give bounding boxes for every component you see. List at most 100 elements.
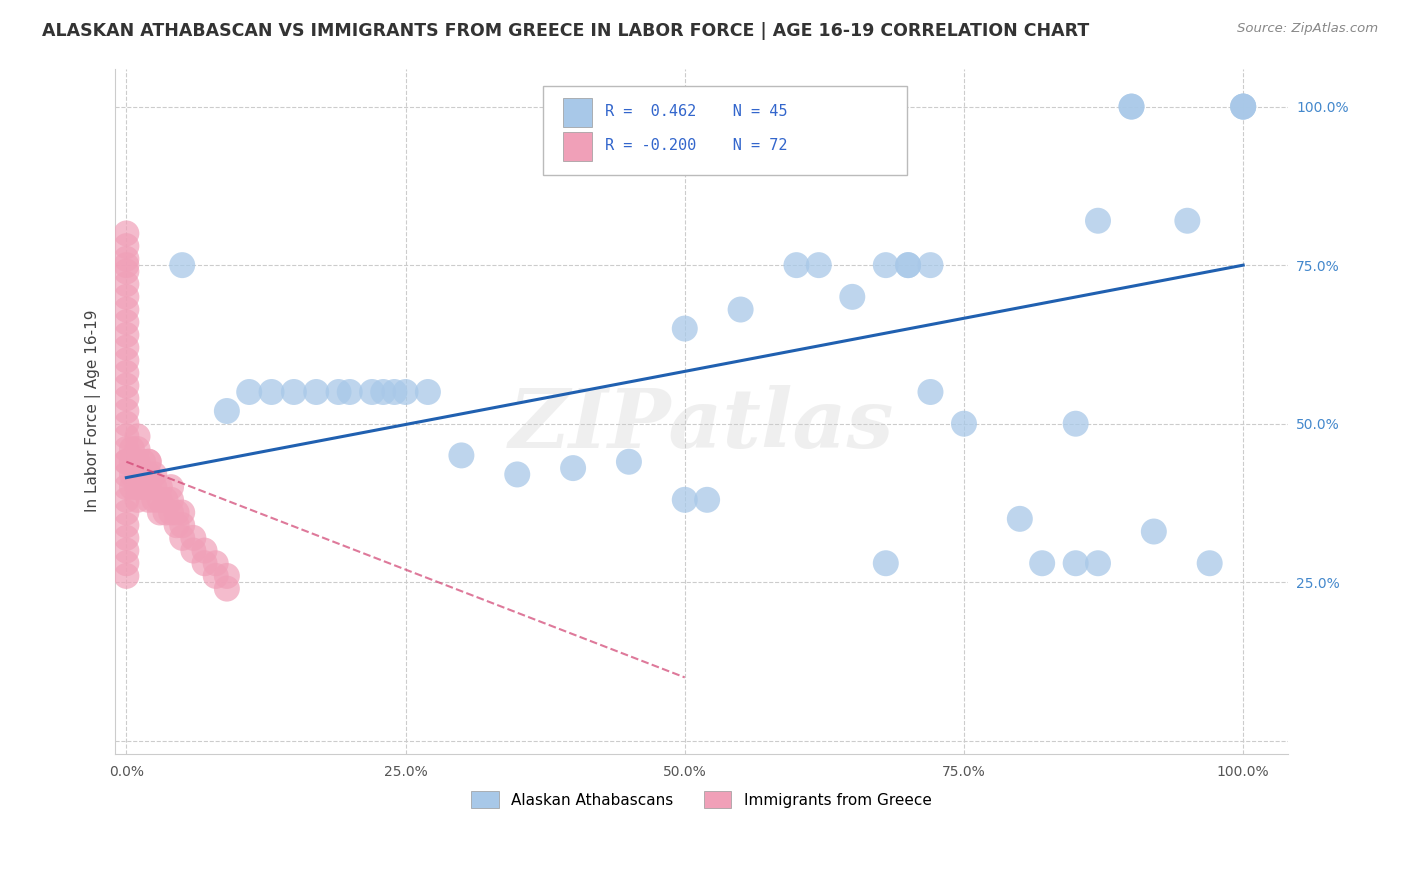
Bar (564, 132, 592, 161)
Point (841, 290, 863, 304)
Point (143, 467, 166, 482)
Point (115, 531, 138, 545)
FancyBboxPatch shape (543, 86, 907, 175)
Point (875, 556, 897, 570)
Point (155, 492, 177, 507)
Point (127, 492, 149, 507)
Text: ALASKAN ATHABASCAN VS IMMIGRANTS FROM GREECE IN LABOR FORCE | AGE 16-19 CORRELAT: ALASKAN ATHABASCAN VS IMMIGRANTS FROM GR… (42, 22, 1090, 40)
Point (193, 556, 215, 570)
Point (143, 492, 166, 507)
Point (897, 258, 920, 272)
Point (115, 455, 138, 469)
Point (115, 506, 138, 520)
Point (127, 455, 149, 469)
Point (115, 404, 138, 418)
Point (160, 506, 183, 520)
Point (121, 467, 143, 482)
Text: ZIPatlas: ZIPatlas (509, 384, 894, 465)
Point (1143, 524, 1166, 539)
Point (1008, 512, 1031, 526)
Point (127, 467, 149, 482)
Point (115, 290, 138, 304)
Point (115, 429, 138, 443)
Point (115, 442, 138, 456)
Point (115, 378, 138, 392)
Point (204, 556, 226, 570)
Point (283, 384, 305, 399)
Point (115, 252, 138, 266)
Point (215, 404, 238, 418)
Point (562, 461, 585, 475)
Point (730, 302, 752, 317)
Point (149, 480, 172, 494)
Point (1232, 99, 1254, 113)
Point (1031, 556, 1053, 570)
Point (115, 518, 138, 533)
Point (673, 321, 696, 335)
Point (384, 384, 406, 399)
Point (373, 384, 395, 399)
Point (339, 384, 361, 399)
Point (115, 302, 138, 317)
Point (115, 258, 138, 272)
Point (238, 384, 260, 399)
Point (138, 480, 160, 494)
Point (149, 492, 172, 507)
Point (183, 531, 205, 545)
Point (115, 366, 138, 380)
Point (1064, 417, 1087, 431)
Point (121, 455, 143, 469)
Point (897, 258, 920, 272)
Point (215, 582, 238, 596)
Text: R =  0.462    N = 45: R = 0.462 N = 45 (606, 104, 787, 120)
Point (1064, 556, 1087, 570)
Point (160, 492, 183, 507)
Point (115, 455, 138, 469)
Point (115, 492, 138, 507)
Point (149, 506, 172, 520)
Point (121, 480, 143, 494)
Point (920, 258, 942, 272)
Point (172, 518, 194, 533)
Point (138, 467, 160, 482)
Point (138, 455, 160, 469)
Point (696, 492, 718, 507)
Point (132, 467, 155, 482)
Point (172, 506, 194, 520)
Point (204, 569, 226, 583)
Point (1121, 99, 1143, 113)
Point (138, 492, 160, 507)
Point (506, 467, 529, 482)
Point (115, 264, 138, 278)
Point (115, 417, 138, 431)
Point (115, 341, 138, 355)
Point (785, 258, 807, 272)
Point (115, 239, 138, 253)
Text: Source: ZipAtlas.com: Source: ZipAtlas.com (1237, 22, 1378, 36)
Point (920, 384, 942, 399)
Point (416, 384, 439, 399)
Point (115, 353, 138, 368)
Point (1198, 556, 1220, 570)
Point (450, 449, 472, 463)
Point (328, 384, 350, 399)
Point (127, 442, 149, 456)
Point (115, 569, 138, 583)
Point (115, 543, 138, 558)
Y-axis label: In Labor Force | Age 16-19: In Labor Force | Age 16-19 (86, 310, 101, 512)
Point (617, 455, 640, 469)
Point (193, 543, 215, 558)
Point (155, 506, 177, 520)
Text: R = -0.200    N = 72: R = -0.200 N = 72 (606, 138, 787, 153)
Point (166, 506, 188, 520)
Point (132, 480, 155, 494)
Point (953, 417, 976, 431)
Point (361, 384, 384, 399)
Bar (564, 98, 592, 127)
Point (183, 543, 205, 558)
Point (121, 442, 143, 456)
Point (1087, 213, 1109, 227)
Point (807, 258, 830, 272)
Legend: Alaskan Athabascans, Immigrants from Greece: Alaskan Athabascans, Immigrants from Gre… (465, 784, 938, 814)
Point (1232, 99, 1254, 113)
